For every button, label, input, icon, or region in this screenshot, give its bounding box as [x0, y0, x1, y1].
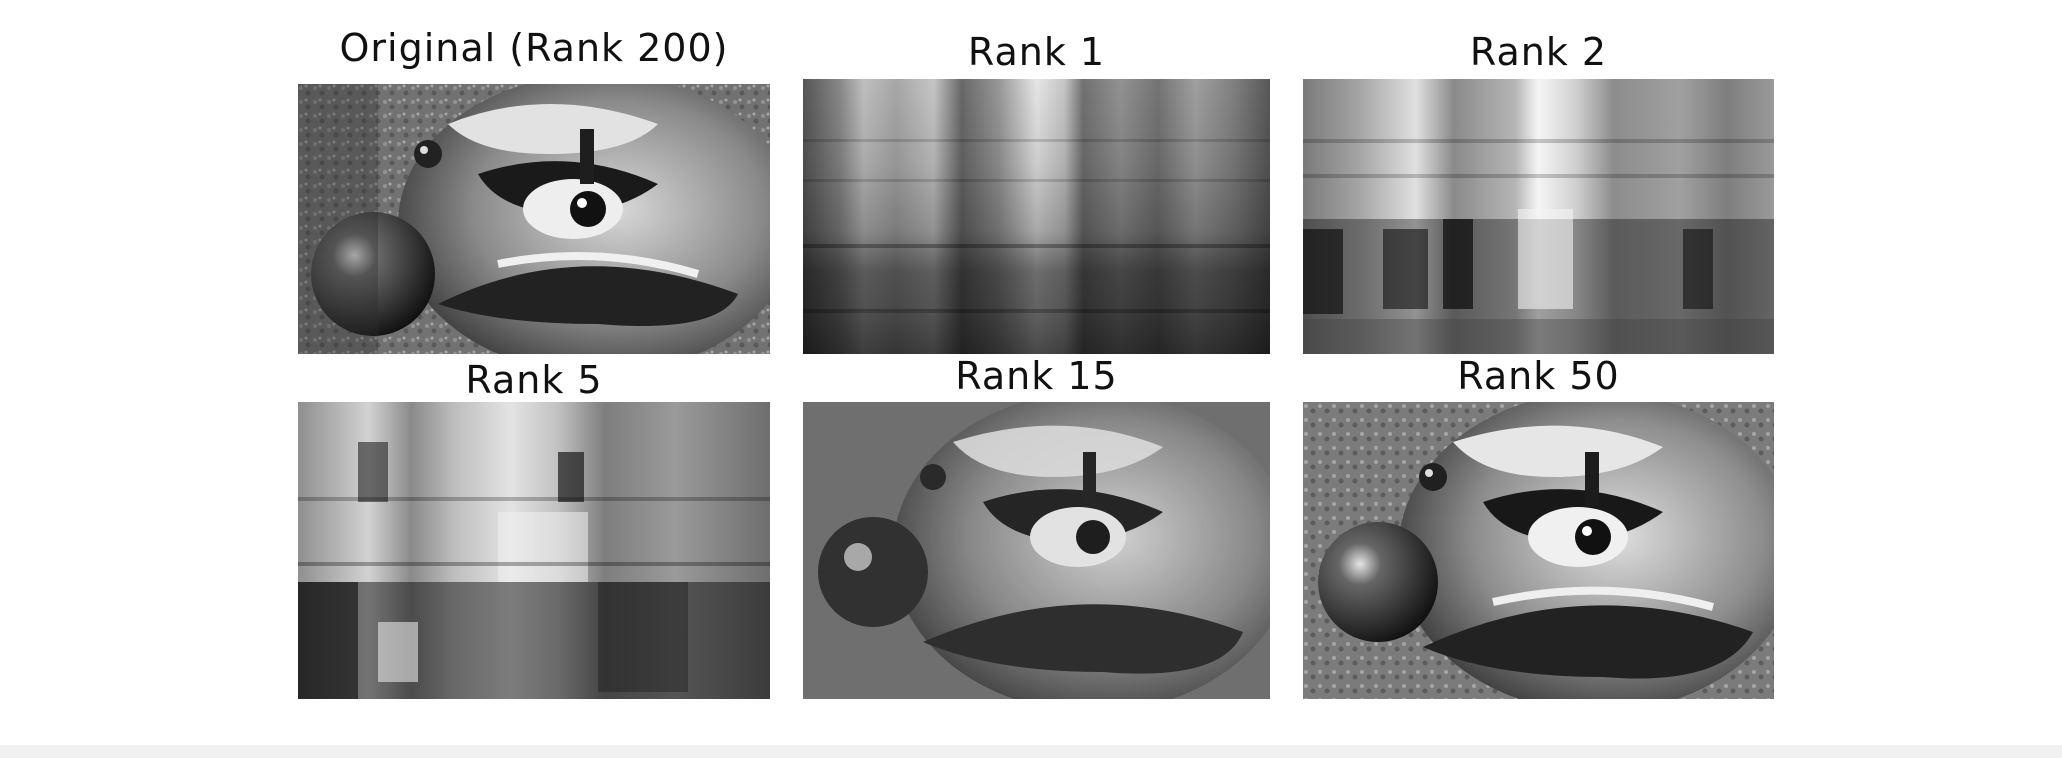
panel-rank50: Rank 50	[1303, 354, 1774, 699]
panel-rank1: Rank 1	[803, 22, 1270, 354]
panel-original: Original (Rank 200)	[298, 22, 770, 354]
panel-rank2: Rank 2	[1303, 22, 1774, 354]
clown-rank15-image	[803, 402, 1270, 699]
panel-title: Rank 1	[803, 30, 1270, 74]
clown-rank50-image	[1303, 402, 1774, 699]
panel-rank15: Rank 15	[803, 354, 1270, 699]
panel-title: Original (Rank 200)	[298, 26, 770, 70]
panel-title: Rank 5	[298, 358, 770, 402]
panel-title: Rank 15	[803, 354, 1270, 398]
panel-title: Rank 2	[1303, 30, 1774, 74]
bottom-strip	[0, 745, 2062, 758]
panel-title: Rank 50	[1303, 354, 1774, 398]
panel-rank5: Rank 5	[298, 354, 770, 699]
clown-rank1-image	[803, 79, 1270, 354]
clown-original-image	[298, 84, 770, 354]
clown-rank2-image	[1303, 79, 1774, 354]
clown-rank5-image	[298, 402, 770, 699]
